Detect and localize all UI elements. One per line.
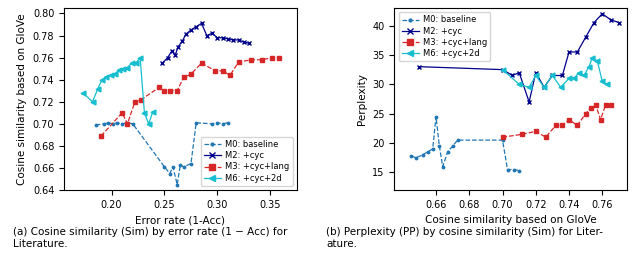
Legend: M0: baseline, M2: +cyc, M3: +cyc+lang, M6: +cyc+2d: M0: baseline, M2: +cyc, M3: +cyc+lang, M… (399, 12, 490, 61)
Legend: M0: baseline, M2: +cyc, M3: +cyc+lang, M6: +cyc+2d: M0: baseline, M2: +cyc, M3: +cyc+lang, M… (201, 137, 292, 186)
Text: (a) Cosine similarity (Sim) by error rate (1 − Acc) for
Literature.: (a) Cosine similarity (Sim) by error rat… (13, 227, 287, 249)
Text: (b) Perplexity (PP) by cosine similarity (Sim) for Liter-
ature.: (b) Perplexity (PP) by cosine similarity… (326, 227, 604, 249)
Y-axis label: Cosine similarity based on GloVe: Cosine similarity based on GloVe (17, 13, 27, 185)
Y-axis label: Perplexity: Perplexity (356, 73, 367, 125)
X-axis label: Cosine similarity based on GloVe: Cosine similarity based on GloVe (425, 215, 596, 225)
X-axis label: Error rate (1-Acc): Error rate (1-Acc) (136, 215, 225, 225)
